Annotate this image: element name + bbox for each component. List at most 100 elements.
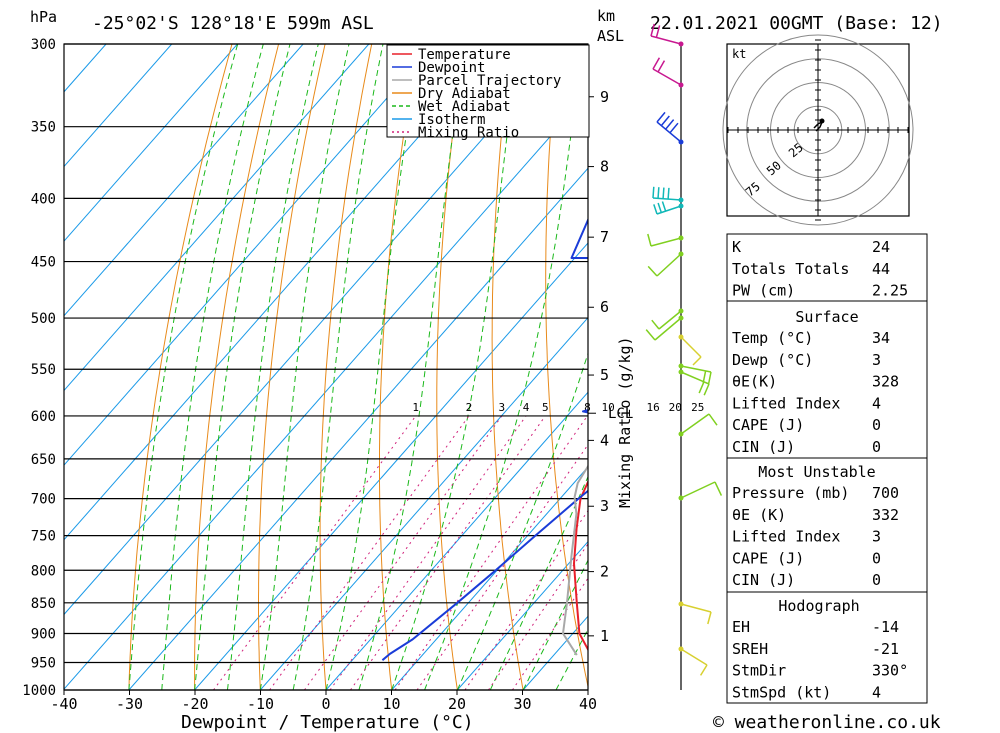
wind-barb-shaft: [680, 481, 716, 499]
series-parcel-trajectory: [562, 464, 588, 656]
isotherm-line: [64, 44, 304, 317]
legend-box: [386, 44, 590, 138]
mixing-ratio-value-label: 20: [669, 401, 682, 414]
legend-label: Parcel Trajectory: [418, 73, 561, 89]
most-unstable-value: 700: [872, 484, 899, 502]
dry-adiabat-line: [930, 44, 1000, 690]
wind-barb-shaft: [656, 253, 682, 277]
pressure-tick-label: 700: [31, 492, 56, 508]
mixing-ratio-labels: 1 2 3 4 5 8 10 16 20 25: [412, 401, 704, 414]
mixing-ratio-line: [269, 415, 470, 690]
km-tick-label: 6: [600, 298, 609, 316]
index-value: 2.25: [872, 282, 908, 300]
temp-tick-label: -40: [50, 695, 77, 713]
wind-barb-shaft: [680, 413, 710, 435]
surface-value: 4: [872, 394, 881, 412]
most-unstable-value: 0: [872, 571, 881, 589]
most-unstable-label: CIN (J): [732, 571, 795, 589]
wind-barb-shaft: [652, 68, 682, 86]
wind-barb-feather: [698, 381, 705, 394]
mixing-ratio-value-label: 1: [412, 401, 419, 414]
wind-barb-feather: [655, 25, 661, 38]
mixing-ratio-line: [416, 443, 588, 690]
mixing-ratio-line: [464, 509, 588, 690]
index-label: Totals Totals: [732, 260, 849, 278]
indices-box: [726, 591, 928, 704]
hodograph-unit: kt: [732, 47, 746, 61]
wind-barb-shaft: [680, 336, 702, 358]
wind-barb-feather: [657, 60, 666, 73]
surface-label: CIN (J): [732, 438, 795, 456]
hodograph-stat-label: SREH: [732, 640, 768, 658]
pressure-tick-label: 500: [31, 311, 56, 327]
wind-level-dot: [678, 601, 684, 607]
pressure-tick-label: 650: [31, 452, 56, 468]
temp-tick-label: -10: [247, 695, 274, 713]
index-label: K: [732, 238, 741, 256]
mixing-ratio-line: [350, 415, 546, 690]
surface-label: CAPE (J): [732, 416, 804, 434]
wind-barb-feather: [651, 319, 660, 330]
hodograph-stat-value: -14: [872, 618, 899, 636]
mixing-ratio-line: [394, 415, 588, 690]
isotherm-line: [64, 44, 173, 168]
wind-profile: [645, 23, 723, 690]
mixing-ratio-line: [304, 415, 503, 690]
pressure-tick-label: 400: [31, 191, 56, 207]
wet-adiabat-line: [161, 44, 264, 690]
mixing-ratio-line: [488, 543, 588, 690]
wind-barb-feather: [645, 329, 656, 341]
wind-barb-shaft: [654, 317, 682, 341]
km-tick-label: 4: [600, 431, 609, 449]
most-unstable-label: Lifted Index: [732, 528, 840, 546]
wind-level-dot: [678, 646, 684, 652]
temp-tick-label: 10: [382, 695, 400, 713]
legend-label: Temperature: [418, 47, 511, 63]
legend-label: Isotherm: [418, 112, 485, 128]
wind-level-dot: [678, 139, 684, 145]
most-unstable-label: Pressure (mb): [732, 484, 849, 502]
index-value: 24: [872, 238, 890, 256]
wind-barb-shaft: [680, 603, 712, 613]
temp-tick-label: -20: [181, 695, 208, 713]
legend-label: Wet Adiabat: [418, 99, 511, 115]
wind-barb-feather: [708, 413, 718, 426]
surface-label: Lifted Index: [732, 394, 840, 412]
wind-barb-feather: [652, 186, 655, 199]
mixing-ratio-value-label: 5: [542, 401, 549, 414]
series-temperature: [573, 479, 588, 652]
wind-barb-feather: [647, 265, 658, 277]
wind-level-dot: [678, 363, 684, 369]
isotherm-line: [64, 44, 435, 466]
most-unstable-value: 0: [872, 549, 881, 567]
wind-barb-feather: [647, 233, 652, 247]
datetime-title: 22.01.2021 00GMT (Base: 12): [650, 13, 943, 34]
pressure-tick-label: 350: [31, 120, 56, 136]
wind-level-dot: [678, 235, 684, 241]
wind-barb-feather: [650, 23, 655, 37]
isotherm-line: [457, 540, 588, 690]
wind-barb-feather: [653, 204, 658, 215]
mixing-ratio-line: [329, 415, 527, 690]
wind-barb-feather: [665, 119, 675, 130]
km-tick-label: 2: [600, 563, 609, 581]
mixing-ratio-line: [511, 577, 588, 690]
mixing-ratio-axis-title: Mixing Ratio (g/kg): [616, 336, 634, 508]
mixing-ratio-value-label: 25: [691, 401, 704, 414]
isotherm-line: [64, 92, 588, 690]
surface-label: θE(K): [732, 373, 777, 391]
wind-level-dot: [678, 41, 684, 47]
wind-level-dot: [678, 251, 684, 257]
pressure-tick-label: 450: [31, 255, 56, 271]
wind-barb-shaft: [650, 237, 682, 247]
profiles: [381, 217, 588, 661]
mixing-ratio-line: [213, 415, 417, 690]
x-axis-title: Dewpoint / Temperature (°C): [181, 712, 474, 733]
mixing-ratio-value-label: 2: [466, 401, 473, 414]
wet-adiabat-line: [128, 44, 239, 690]
hodograph-stat-label: EH: [732, 618, 750, 636]
asl-label: ASL: [597, 27, 624, 45]
copyright-text: © weatheronline.co.uk: [713, 712, 941, 733]
